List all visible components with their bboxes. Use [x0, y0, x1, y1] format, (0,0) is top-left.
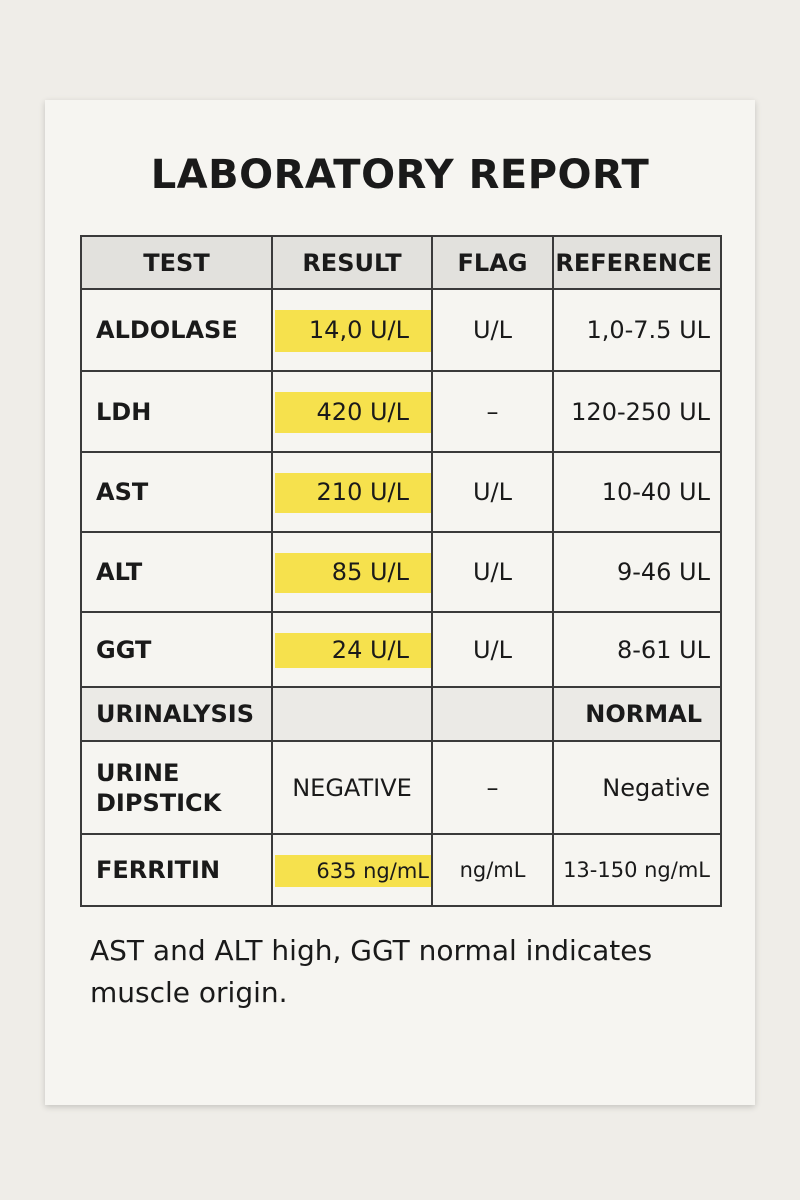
- reference-cell: 9-46 UL: [552, 531, 722, 613]
- header-cell: REFERENCE: [552, 235, 722, 290]
- result-cell: 85 U/L: [271, 531, 433, 613]
- result-cell: NEGATIVE: [271, 740, 433, 835]
- flag-cell: U/L: [431, 288, 554, 372]
- reference-cell: 120-250 UL: [552, 370, 722, 453]
- result-cell: 210 U/L: [271, 451, 433, 533]
- header-cell: TEST: [80, 235, 273, 290]
- section-row: URINALYSIS NORMAL: [80, 686, 722, 742]
- reference-cell: NORMAL: [552, 686, 722, 742]
- report-title: LABORATORY REPORT: [150, 152, 650, 198]
- result-text: 14,0 U/L: [308, 316, 409, 344]
- result-cell: [271, 686, 433, 742]
- report-paper: LABORATORY REPORT TEST RESULT FLAG REFER…: [45, 100, 755, 1105]
- table-row: FERRITIN 635 ng/mL ng/mL 13-150 ng/mL: [80, 833, 722, 907]
- header-row: TEST RESULT FLAG REFERENCE: [80, 235, 722, 290]
- flag-cell: ng/mL: [431, 833, 554, 907]
- result-cell: 420 U/L: [271, 370, 433, 453]
- test-cell: URINALYSIS: [80, 686, 273, 742]
- flag-cell: [431, 686, 554, 742]
- flag-cell: –: [431, 370, 554, 453]
- header-cell: RESULT: [271, 235, 433, 290]
- header-cell: FLAG: [431, 235, 554, 290]
- table-row: ALDOLASE 14,0 U/L U/L 1,0-7.5 UL: [80, 288, 722, 372]
- reference-cell: 13-150 ng/mL: [552, 833, 722, 907]
- result-cell: 14,0 U/L: [271, 288, 433, 372]
- reference-cell: 10-40 UL: [552, 451, 722, 533]
- test-cell: AST: [80, 451, 273, 533]
- flag-cell: –: [431, 740, 554, 835]
- result-text: 85 U/L: [331, 558, 409, 586]
- reference-cell: Negative: [552, 740, 722, 835]
- flag-cell: U/L: [431, 531, 554, 613]
- reference-cell: 1,0-7.5 UL: [552, 288, 722, 372]
- table-row: GGT 24 U/L U/L 8-61 UL: [80, 611, 722, 688]
- result-text: 210 U/L: [316, 478, 409, 506]
- table-row: AST 210 U/L U/L 10-40 UL: [80, 451, 722, 533]
- result-cell: 24 U/L: [271, 611, 433, 688]
- test-cell: GGT: [80, 611, 273, 688]
- test-cell: LDH: [80, 370, 273, 453]
- table-row: URINE DIPSTICK NEGATIVE – Negative: [80, 740, 722, 835]
- test-cell: ALT: [80, 531, 273, 613]
- flag-cell: U/L: [431, 611, 554, 688]
- result-text: 420 U/L: [316, 397, 409, 426]
- test-cell: FERRITIN: [80, 833, 273, 907]
- lab-table: TEST RESULT FLAG REFERENCE ALDOLASE 14,0…: [80, 235, 722, 907]
- reference-cell: 8-61 UL: [552, 611, 722, 688]
- flag-cell: U/L: [431, 451, 554, 533]
- result-text: 24 U/L: [331, 635, 409, 664]
- table-row: ALT 85 U/L U/L 9-46 UL: [80, 531, 722, 613]
- test-cell: ALDOLASE: [80, 288, 273, 372]
- report-note: AST and ALT high, GGT normal indicates m…: [90, 934, 653, 1009]
- result-cell: 635 ng/mL: [271, 833, 433, 907]
- result-text: 635 ng/mL: [316, 859, 429, 883]
- test-cell: URINE DIPSTICK: [80, 740, 273, 835]
- table-row: LDH 420 U/L – 120-250 UL: [80, 370, 722, 453]
- result-text: NEGATIVE: [292, 773, 412, 802]
